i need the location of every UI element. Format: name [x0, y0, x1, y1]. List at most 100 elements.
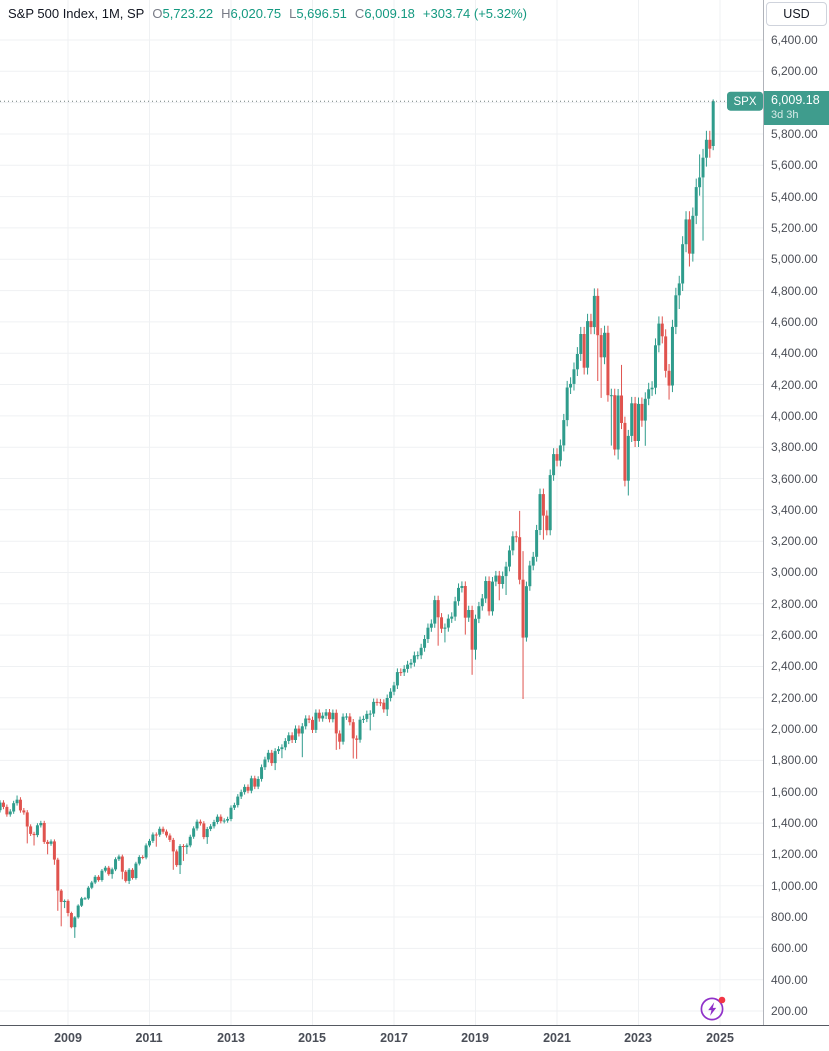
- candle-body: [49, 841, 53, 844]
- candle-body: [215, 816, 219, 822]
- candle-body: [175, 851, 179, 866]
- year-tick-label: 2023: [624, 1031, 652, 1045]
- candle-body: [307, 718, 311, 720]
- candle-body: [93, 876, 97, 883]
- candle-body: [260, 767, 264, 779]
- candle-body: [423, 639, 427, 648]
- candle-body: [660, 323, 664, 337]
- price-tick-label: 3,000.00: [771, 565, 818, 579]
- candle-body: [389, 691, 393, 698]
- candle-body: [368, 713, 372, 715]
- candle-body: [181, 846, 185, 847]
- candle-body: [429, 623, 433, 628]
- price-tick-label: 400.00: [771, 973, 808, 987]
- candle-body: [480, 598, 484, 607]
- ohlc-field: O5,723.22: [152, 6, 214, 21]
- candle-body: [599, 335, 603, 358]
- year-tick-label: 2009: [54, 1031, 82, 1045]
- candle-body: [361, 718, 365, 720]
- candle-body: [541, 494, 545, 516]
- price-tick-label: 200.00: [771, 1004, 808, 1018]
- change-value: +303.74 (+5.32%): [422, 6, 527, 21]
- candle-body: [263, 759, 267, 768]
- candle-body: [22, 810, 26, 813]
- currency-button[interactable]: USD: [766, 2, 827, 26]
- candle-body: [521, 579, 525, 638]
- candle-body: [402, 668, 406, 673]
- candle-body: [290, 735, 294, 740]
- price-tick-label: 4,200.00: [771, 378, 818, 392]
- candle-body: [650, 387, 654, 390]
- price-tick-label: 4,400.00: [771, 346, 818, 360]
- candle-body: [603, 332, 607, 358]
- candle-body: [643, 398, 647, 421]
- year-tick-label: 2025: [706, 1031, 734, 1045]
- last-price-value: 6,009.18: [771, 93, 820, 107]
- symbol-price-flag: SPX: [727, 91, 763, 111]
- price-tick-label: 1,800.00: [771, 753, 818, 767]
- price-tick-label: 4,800.00: [771, 284, 818, 298]
- flash-button[interactable]: [698, 994, 728, 1024]
- year-tick-label: 2019: [461, 1031, 489, 1045]
- candle-body: [412, 655, 416, 663]
- price-tick-label: 800.00: [771, 910, 808, 924]
- candle-body: [657, 323, 661, 346]
- candle-body: [39, 823, 43, 826]
- candle-body: [321, 715, 325, 719]
- ohlc-field: L5,696.51: [289, 6, 347, 21]
- candle-body: [222, 820, 226, 822]
- candle-body: [29, 826, 33, 834]
- candle-body: [630, 403, 634, 436]
- candle-body: [154, 834, 158, 836]
- candle-body: [117, 856, 121, 860]
- symbol-legend: S&P 500 Index, 1M, SP O5,723.22 H6,020.75 L…: [8, 6, 527, 22]
- candle-body: [484, 581, 488, 599]
- candle-body: [453, 601, 457, 617]
- candle-body: [524, 586, 528, 638]
- year-tick-label: 2013: [217, 1031, 245, 1045]
- candlestick-plot: SPX: [0, 0, 763, 1025]
- candle-body: [97, 876, 101, 881]
- candle-body: [59, 890, 63, 902]
- candle-body: [586, 321, 590, 368]
- lightning-icon: [700, 996, 726, 1021]
- candle-body: [66, 900, 70, 913]
- price-tick-label: 5,400.00: [771, 190, 818, 204]
- candle-body: [623, 422, 627, 481]
- price-tick-label: 3,800.00: [771, 440, 818, 454]
- candle-body: [171, 839, 175, 852]
- price-axis[interactable]: 6,400.006,200.006,000.005,800.005,600.00…: [763, 0, 829, 1025]
- candle-body: [416, 655, 420, 657]
- candle-body: [120, 856, 124, 872]
- candle-body: [198, 821, 202, 824]
- candle-body: [664, 336, 668, 371]
- price-tick-label: 2,800.00: [771, 597, 818, 611]
- candle-body: [653, 345, 657, 388]
- price-tick-label: 600.00: [771, 941, 808, 955]
- candle-body: [161, 828, 165, 832]
- candle-body: [691, 215, 695, 254]
- candle-body: [239, 792, 243, 797]
- price-tick-label: 3,400.00: [771, 503, 818, 517]
- candle-body: [704, 139, 708, 158]
- candle-body: [73, 917, 77, 928]
- candle-body: [446, 618, 450, 628]
- candle-body: [582, 334, 586, 368]
- symbol-title[interactable]: S&P 500 Index, 1M, SP: [8, 6, 145, 21]
- candle-body: [694, 187, 698, 216]
- candle-body: [317, 712, 321, 719]
- candle-body: [18, 799, 22, 811]
- candle-body: [548, 475, 552, 531]
- time-axis[interactable]: 2009 2011 2013 2015 2017 2019 2021 2023 2025: [0, 1025, 829, 1051]
- candle-body: [338, 733, 342, 742]
- candle-body: [558, 445, 562, 461]
- candle-body: [253, 778, 257, 787]
- candle-body: [640, 403, 644, 421]
- candle-body: [32, 833, 36, 836]
- candle-body: [324, 712, 328, 716]
- candle-body: [151, 834, 155, 841]
- candle-body: [687, 219, 691, 254]
- chart-canvas[interactable]: SPX S&P 500 Index, 1M, SP O5,723.22 H6,020…: [0, 0, 763, 1025]
- candle-body: [426, 627, 430, 639]
- candle-body: [457, 587, 461, 602]
